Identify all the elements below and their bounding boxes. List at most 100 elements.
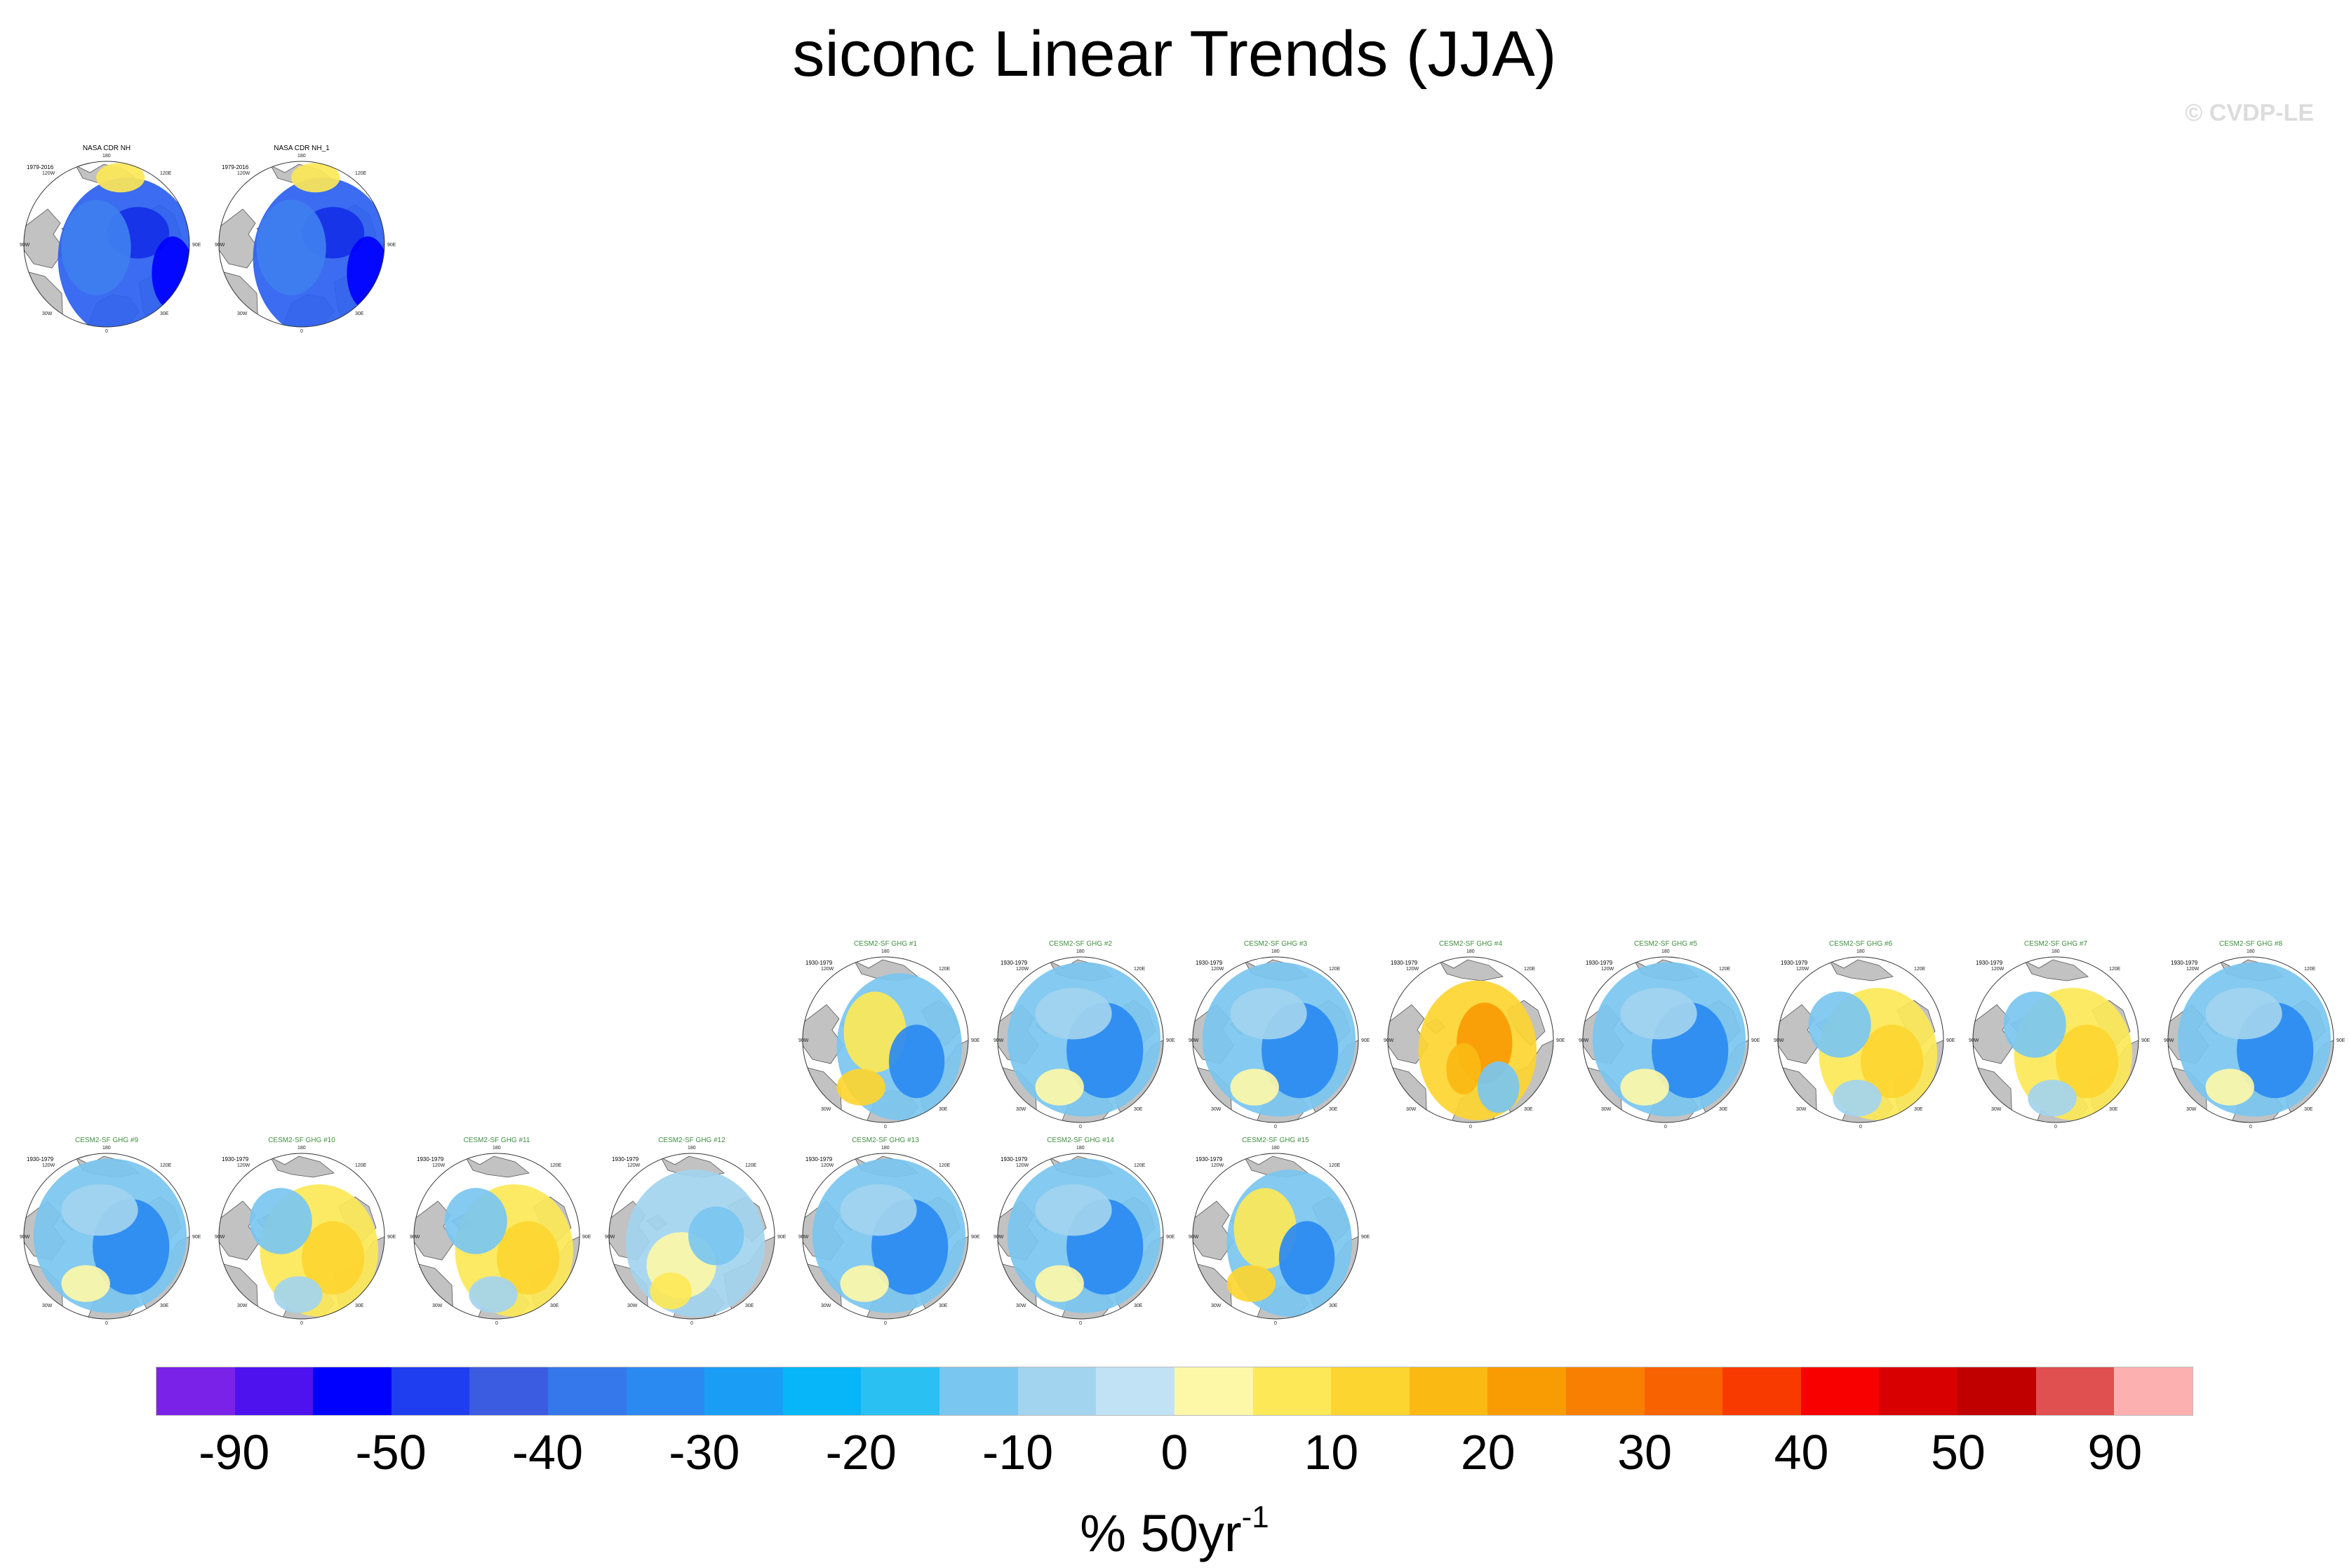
map-boundary: [218, 161, 385, 328]
panel-period: 1930-1979: [1976, 960, 2003, 966]
map-boundary: [218, 1153, 385, 1320]
longitude-label: 90E: [1361, 1235, 1370, 1240]
longitude-label: 30E: [160, 311, 169, 316]
map-boundary: [997, 1153, 1164, 1320]
longitude-label: 120W: [1991, 967, 2005, 972]
polar-map: [997, 1153, 1164, 1320]
panel-period: 1979-2016: [222, 164, 249, 170]
longitude-label: 180: [2052, 949, 2060, 954]
longitude-label: 90E: [1166, 1235, 1175, 1240]
longitude-label: 120W: [2186, 967, 2200, 972]
polar-map: [1972, 956, 2139, 1123]
trend-field: [840, 1184, 917, 1236]
longitude-label: 0: [300, 1321, 303, 1326]
panel-period: 1930-1979: [27, 1156, 54, 1162]
longitude-label: 30E: [550, 1304, 559, 1308]
longitude-label: 0: [300, 329, 303, 334]
panel-period: 1930-1979: [1001, 1156, 1028, 1162]
trend-field: [1035, 988, 1112, 1040]
longitude-label: 0: [884, 1321, 887, 1326]
colorbar-segment: [704, 1367, 783, 1415]
colorbar-segment: [1722, 1367, 1801, 1415]
longitude-label: 120E: [745, 1163, 757, 1168]
longitude-label: 30W: [1601, 1107, 1612, 1112]
longitude-label: 90W: [1384, 1038, 1394, 1043]
longitude-label: 30W: [42, 311, 53, 316]
colorbar-units: % 50yr-1: [0, 1486, 2349, 1565]
panel-period: 1930-1979: [2171, 960, 2198, 966]
longitude-label: 90E: [192, 1235, 201, 1240]
panel-period: 1930-1979: [1196, 1156, 1223, 1162]
longitude-label: 180: [1466, 949, 1475, 954]
panel-period: 1930-1979: [1001, 960, 1028, 966]
longitude-label: 120W: [1211, 1163, 1224, 1168]
longitude-label: 180: [1076, 949, 1085, 954]
map-panel: CESM2-SF GHG #12 1930-1979 180 120W 120E 90W 9…: [605, 1137, 786, 1326]
longitude-label: 120W: [432, 1163, 446, 1168]
trend-field: [2003, 991, 2066, 1058]
land-mass: [1439, 959, 1504, 981]
trend-field: [1620, 1068, 1669, 1106]
longitude-label: 120E: [355, 1163, 367, 1168]
longitude-label: 90W: [605, 1235, 615, 1240]
longitude-label: 90W: [1969, 1038, 1979, 1043]
panel-title: CESM2-SF GHG #5: [1633, 940, 1698, 948]
trend-field: [840, 1265, 889, 1302]
longitude-label: 90W: [2164, 1038, 2174, 1043]
longitude-label: 30W: [237, 311, 248, 316]
colorbar-tick-label: 40: [1774, 1425, 1829, 1480]
colorbar-segment: [782, 1367, 862, 1415]
colorbar-tick-label: 10: [1304, 1425, 1359, 1480]
longitude-label: 30E: [1329, 1107, 1338, 1112]
longitude-label: 0: [1664, 1125, 1667, 1130]
longitude-label: 90E: [1556, 1038, 1565, 1043]
map-boundary: [608, 1153, 775, 1320]
longitude-label: 120E: [939, 1163, 951, 1168]
polar-map: [218, 1153, 385, 1320]
colorbar-segment: [939, 1367, 1018, 1415]
panel-period: 1930-1979: [1586, 960, 1613, 966]
land-mass: [465, 1155, 530, 1178]
longitude-label: 120E: [1134, 967, 1146, 972]
trend-field: [2056, 1024, 2119, 1099]
longitude-label: 120W: [821, 967, 834, 972]
longitude-label: 90E: [971, 1235, 980, 1240]
panel-title: CESM2-SF GHG #11: [463, 1137, 530, 1144]
longitude-label: 90E: [971, 1038, 980, 1043]
longitude-label: 30E: [745, 1304, 754, 1308]
colorbar-segment: [1174, 1367, 1253, 1415]
trend-field: [347, 236, 384, 310]
colorbar-segment: [1958, 1367, 2036, 1415]
colorbar-segment: [2114, 1367, 2193, 1415]
longitude-label: 30W: [1016, 1304, 1026, 1308]
longitude-label: 90W: [993, 1235, 1004, 1240]
panel-title: CESM2-SF GHG #3: [1243, 940, 1308, 948]
trend-field: [1808, 991, 1871, 1058]
panel-title: NASA CDR NH: [82, 145, 131, 152]
colorbar-tick-label: -20: [825, 1425, 897, 1480]
map-boundary: [2167, 956, 2334, 1123]
polar-map: [23, 161, 190, 328]
colorbar-tick-label: 0: [1160, 1425, 1189, 1480]
colorbar-segment: [1096, 1367, 1174, 1415]
colorbar-tick-label: -90: [199, 1425, 270, 1480]
longitude-label: 30W: [821, 1304, 831, 1308]
longitude-label: 120W: [1406, 967, 1419, 972]
longitude-label: 30W: [1796, 1107, 1807, 1112]
panel-title: CESM2-SF GHG #10: [268, 1137, 335, 1144]
trend-field: [274, 1276, 323, 1313]
panel-title: CESM2-SF GHG #7: [2023, 940, 2088, 948]
longitude-label: 120E: [1524, 967, 1536, 972]
longitude-label: 0: [1469, 1125, 1472, 1130]
trend-field: [2205, 988, 2282, 1040]
panel-title: CESM2-SF GHG #14: [1047, 1137, 1114, 1144]
polar-map: [1192, 956, 1359, 1123]
longitude-label: 120E: [1134, 1163, 1146, 1168]
longitude-label: 180: [1271, 949, 1280, 954]
trend-field: [61, 199, 131, 295]
longitude-label: 90W: [215, 1235, 225, 1240]
colorbar-segment: [234, 1367, 314, 1415]
colorbar-segment: [1800, 1367, 1880, 1415]
longitude-label: 120E: [2109, 967, 2121, 972]
trend-field: [2028, 1080, 2077, 1117]
